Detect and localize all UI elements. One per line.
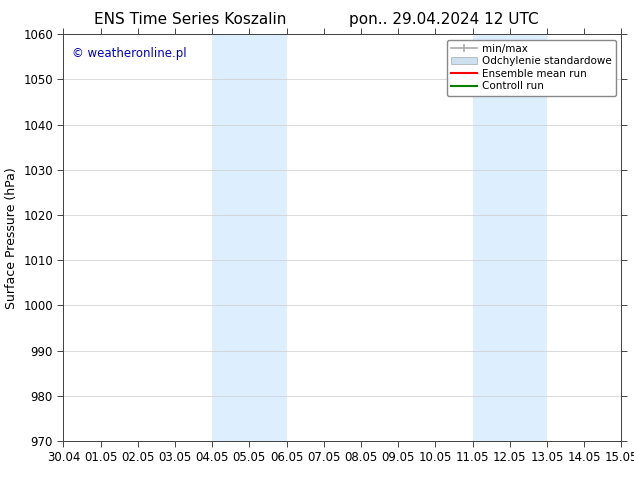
Text: © weatheronline.pl: © weatheronline.pl [72, 47, 186, 59]
Text: pon.. 29.04.2024 12 UTC: pon.. 29.04.2024 12 UTC [349, 12, 539, 27]
Bar [212, 34, 287, 441]
Legend: min/max, Odchylenie standardowe, Ensemble mean run, Controll run: min/max, Odchylenie standardowe, Ensembl… [447, 40, 616, 96]
Bar [472, 34, 547, 441]
Y-axis label: Surface Pressure (hPa): Surface Pressure (hPa) [4, 167, 18, 309]
Text: ENS Time Series Koszalin: ENS Time Series Koszalin [94, 12, 287, 27]
